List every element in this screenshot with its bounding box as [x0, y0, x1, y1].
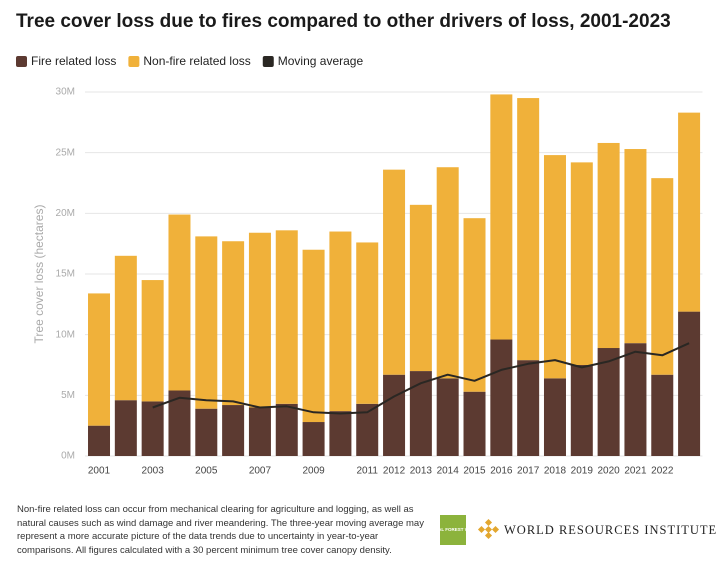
bar-segment	[409, 371, 432, 456]
y-tick-label: 10M	[56, 329, 75, 340]
wri-icon	[477, 518, 500, 540]
bar-segment	[490, 94, 513, 340]
bar-segment	[275, 403, 298, 456]
bar-segment	[329, 231, 352, 412]
wri-logo-text: WORLD RESOURCES INSTITUTE	[504, 523, 717, 537]
bar-segment	[222, 405, 245, 456]
bar-segment	[597, 142, 620, 349]
bar-segment	[356, 403, 379, 456]
y-tick-label: 30M	[56, 87, 75, 98]
legend-swatch	[262, 56, 274, 67]
bar-segment	[624, 149, 647, 344]
y-tick-label: 20M	[56, 208, 75, 219]
bar-segment	[383, 374, 406, 456]
x-tick-label: 2011	[356, 466, 378, 477]
x-tick-label: 2007	[249, 466, 272, 477]
bar-segment	[678, 112, 701, 312]
bar-segment	[570, 365, 593, 456]
bar-segment	[88, 293, 111, 426]
bar-segment	[409, 204, 432, 372]
legend-label: Fire related loss	[31, 54, 116, 68]
bar-segment	[383, 169, 406, 375]
y-tick-label: 15M	[56, 269, 75, 280]
bar-segment	[436, 167, 459, 379]
bar-segment	[141, 280, 164, 402]
bar-segment	[517, 98, 540, 361]
x-tick-label: 2022	[651, 466, 674, 477]
bar-segment	[329, 411, 352, 456]
x-tick-label: 2017	[517, 466, 540, 477]
bar-segment	[168, 214, 191, 391]
gfw-logo-text: GLOBAL FOREST WATCH	[425, 527, 481, 532]
bar-segment	[141, 401, 164, 456]
bar-segment	[222, 241, 245, 406]
bar-segment	[651, 178, 674, 375]
bar-segment	[302, 422, 325, 456]
bar-segment	[436, 378, 459, 456]
bar-segment	[114, 400, 137, 456]
bar-segment	[114, 255, 137, 401]
bar-segment	[490, 339, 513, 456]
bar-segment	[543, 378, 566, 456]
x-tick-label: 2012	[383, 466, 406, 477]
bar-segment	[597, 348, 620, 456]
x-tick-label: 2018	[544, 466, 567, 477]
bar-segment	[195, 236, 218, 409]
y-axis-label: Tree cover loss (hectares)	[32, 205, 46, 344]
x-tick-label: 2013	[410, 466, 433, 477]
moving-average-line	[152, 342, 690, 415]
x-tick-label: 2019	[571, 466, 594, 477]
x-tick-label: 2020	[597, 466, 620, 477]
bar-segment	[651, 374, 674, 456]
x-tick-label: 2005	[195, 466, 218, 477]
x-tick-label: 2003	[142, 466, 165, 477]
bar-segment	[463, 391, 486, 456]
y-tick-label: 0M	[61, 451, 75, 462]
legend-label: Moving average	[278, 54, 364, 68]
footnote: Non-fire related loss can occur from mec…	[17, 504, 424, 556]
y-tick-label: 25M	[56, 147, 75, 158]
x-tick-label: 2015	[463, 466, 486, 477]
bar-segment	[356, 242, 379, 404]
y-tick-label: 5M	[61, 390, 75, 401]
bar-segment	[248, 407, 271, 456]
bar-segment	[517, 360, 540, 456]
x-tick-label: 2009	[302, 466, 325, 477]
bar-segment	[88, 425, 111, 456]
x-tick-label: 2014	[437, 466, 460, 477]
legend-label: Non-fire related loss	[143, 54, 250, 68]
x-tick-label: 2021	[624, 466, 647, 477]
x-tick-label: 2001	[88, 466, 111, 477]
bar-segment	[275, 230, 298, 404]
bar-segment	[624, 343, 647, 456]
bar-segment	[570, 162, 593, 365]
bar-segment	[195, 408, 218, 456]
bar-segment	[302, 249, 325, 423]
gfw-logo	[440, 515, 466, 545]
bar-segment	[168, 390, 191, 456]
bar-segment	[543, 155, 566, 379]
bar-segment	[248, 232, 271, 408]
legend-swatch	[16, 56, 27, 67]
legend-swatch	[128, 56, 140, 67]
chart-title: Tree cover loss due to fires compared to…	[16, 11, 671, 32]
bar-segment	[463, 218, 486, 392]
x-tick-label: 2016	[490, 466, 513, 477]
bar-segment	[678, 311, 701, 456]
